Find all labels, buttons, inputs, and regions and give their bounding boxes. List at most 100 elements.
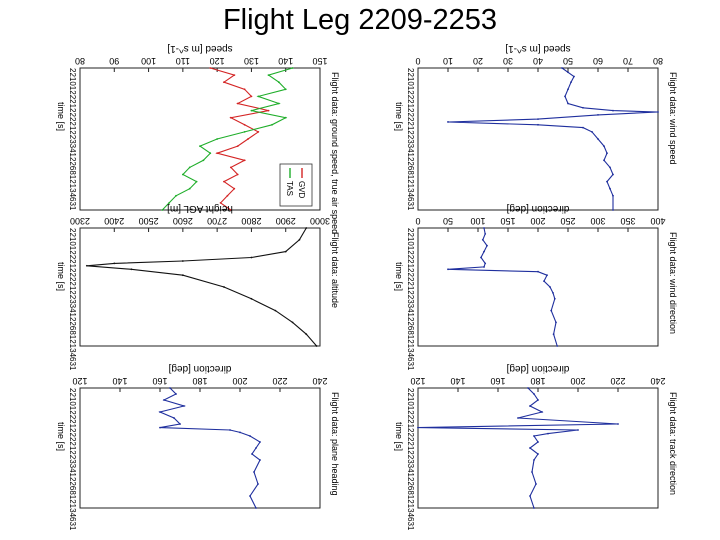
data-point <box>529 447 531 449</box>
y-axis-label: direction [deg] <box>168 363 231 374</box>
y-tick-label: 70 <box>623 56 633 66</box>
y-tick-label: 140 <box>278 56 293 66</box>
data-point <box>229 429 231 431</box>
data-point <box>250 95 253 98</box>
data-point <box>533 435 535 437</box>
data-point <box>483 227 485 229</box>
data-point <box>550 309 553 312</box>
chart-speed-compare: 80 90 100 110 120 130 140 150 speed [m s^-1] Flig… <box>56 43 340 234</box>
data-point <box>556 345 559 347</box>
y-axis-label: speed [m s^-1] <box>505 43 570 54</box>
x-tick-labels: 22101222122221223341226812134631 <box>406 228 415 371</box>
data-point <box>284 116 287 119</box>
data-point <box>243 123 246 126</box>
y-tick-label: 200 <box>232 376 247 386</box>
y-tick-label: 40 <box>533 56 543 66</box>
y-tick-label: 120 <box>210 56 225 66</box>
data-point <box>543 280 545 282</box>
data-point <box>216 152 219 155</box>
data-point <box>188 166 191 169</box>
data-point <box>552 292 554 294</box>
data-point <box>555 321 557 324</box>
data-point <box>535 483 537 485</box>
data-point <box>547 432 549 435</box>
chart-title: Flight data: plane heading <box>330 392 340 496</box>
x-tick-labels: 22101222122221223341226812134631 <box>406 388 415 531</box>
data-point <box>531 471 533 473</box>
data-point <box>85 264 88 267</box>
plot-frame <box>79 67 321 211</box>
chart-title: Flight data: track direction <box>668 392 678 495</box>
y-tick-label: 240 <box>650 376 665 386</box>
data-point <box>243 88 246 91</box>
y-tick-label: 140 <box>450 376 465 386</box>
data-point <box>243 159 246 162</box>
data-point <box>175 393 177 395</box>
plot-frame <box>417 387 659 509</box>
series-line-wind-speed <box>447 67 659 210</box>
data-point <box>181 260 184 262</box>
plot-frame <box>417 67 659 211</box>
data-point <box>259 441 261 443</box>
data-point <box>553 297 556 300</box>
x-tick-labels: 22101222122221223341226812134631 <box>68 388 77 531</box>
data-point <box>243 131 246 133</box>
data-point <box>259 459 261 461</box>
data-point <box>229 209 232 211</box>
chart-title: Flight data: altitude <box>330 232 340 308</box>
data-point <box>537 123 539 126</box>
y-tick-label: 180 <box>192 376 207 386</box>
data-point <box>298 238 301 241</box>
data-point <box>447 268 449 271</box>
x-axis-label: time [s] <box>394 102 404 131</box>
data-point <box>603 145 605 148</box>
data-point <box>483 266 485 268</box>
page-title: Flight Leg 2209-2253 <box>222 4 498 36</box>
x-tick-labels: 22101222122221223341226812134631 <box>68 68 77 211</box>
data-point <box>202 159 205 162</box>
data-point <box>209 67 212 69</box>
plot-frame <box>79 387 321 509</box>
chart-track-direction: 120 140 160 180 200 220 240 direction [deg] Flig… <box>394 363 678 531</box>
data-point <box>277 102 280 105</box>
y-tick-label: 100 <box>141 56 156 66</box>
data-point <box>537 453 539 455</box>
data-point <box>612 209 614 211</box>
y-tick-label: 2800 <box>241 216 261 226</box>
y-tick-label: 2900 <box>276 216 296 226</box>
series-line-tas <box>161 67 293 211</box>
y-tick-label: 120 <box>410 376 425 386</box>
data-point <box>251 453 253 455</box>
x-axis-label: time [s] <box>394 422 404 451</box>
data-point <box>480 256 482 259</box>
y-tick-label: 2600 <box>173 216 193 226</box>
data-point <box>250 297 253 300</box>
data-point <box>209 152 212 155</box>
y-tick-label: 150 <box>500 216 515 226</box>
data-point <box>609 187 611 190</box>
x-tick-labels: 22101222122221223341226812134631 <box>68 228 77 371</box>
data-point <box>612 173 614 176</box>
data-point <box>247 138 249 140</box>
data-point <box>250 256 253 259</box>
data-point <box>483 250 485 253</box>
y-tick-label: 30 <box>503 56 513 66</box>
y-axis-label: speed [m s^-1] <box>167 43 232 54</box>
data-point <box>612 109 614 112</box>
data-point <box>249 435 251 437</box>
chart-title: Flight data: wind speed <box>668 72 678 165</box>
data-point <box>657 111 659 113</box>
data-point <box>305 227 308 229</box>
data-point <box>257 95 260 98</box>
chart-title: Flight data: ground speed, true air spee… <box>330 72 340 234</box>
data-point <box>447 121 449 123</box>
data-point <box>617 423 619 425</box>
data-point <box>606 180 608 183</box>
y-tick-label: 100 <box>470 216 485 226</box>
data-point <box>159 426 161 429</box>
data-point <box>529 405 531 407</box>
data-point <box>546 274 548 277</box>
data-point <box>284 250 287 253</box>
legend-label: GVD <box>297 181 306 199</box>
data-point <box>567 102 569 105</box>
